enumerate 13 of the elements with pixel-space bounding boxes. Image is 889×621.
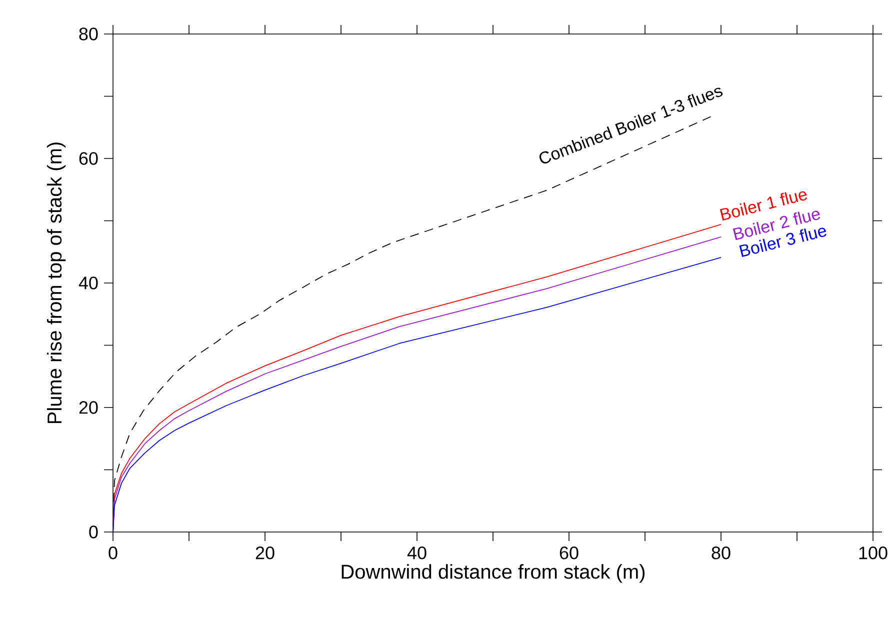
x-tick-label: 100 [859, 546, 888, 560]
y-tick-label: 0 [89, 526, 98, 538]
x-tick-label: 80 [712, 546, 730, 560]
y-tick-label: 40 [78, 276, 98, 290]
x-tick-label: 60 [560, 546, 578, 560]
y-tick-label: 80 [79, 28, 98, 40]
x-axis-title: Downwind distance from stack (m) [342, 564, 645, 583]
y-tick-label: 20 [79, 401, 98, 414]
x-tick-label: 0 [108, 546, 118, 560]
y-tick-label: 60 [79, 152, 98, 165]
y-axis-title: Plume rise from top of stack (m) [46, 142, 66, 424]
x-tick-label: 20 [256, 546, 274, 560]
x-tick-label: 40 [407, 546, 426, 560]
